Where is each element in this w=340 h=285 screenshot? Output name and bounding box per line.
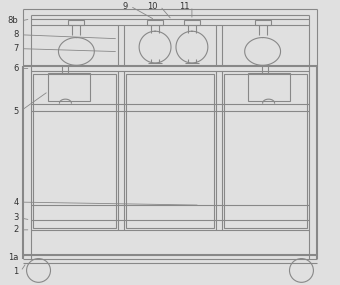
Bar: [248, 74, 289, 101]
Bar: [147, 20, 163, 25]
Bar: [126, 74, 214, 228]
Bar: [184, 20, 200, 25]
Text: 7: 7: [13, 44, 19, 53]
Bar: [255, 20, 271, 25]
Text: 4: 4: [13, 198, 19, 207]
Text: 2: 2: [13, 225, 19, 234]
Text: 8b: 8b: [8, 17, 19, 25]
Text: 5: 5: [13, 107, 19, 115]
Text: 6: 6: [13, 64, 19, 73]
Text: 8: 8: [13, 30, 19, 39]
Bar: [224, 74, 307, 228]
Text: 10: 10: [148, 2, 158, 11]
Bar: [49, 74, 90, 101]
Text: 11: 11: [180, 2, 190, 11]
Text: 9: 9: [123, 2, 128, 11]
Text: 3: 3: [13, 213, 19, 223]
Text: 1: 1: [13, 267, 19, 276]
Bar: [33, 74, 116, 228]
Text: 1a: 1a: [8, 253, 19, 262]
Bar: [68, 20, 84, 25]
